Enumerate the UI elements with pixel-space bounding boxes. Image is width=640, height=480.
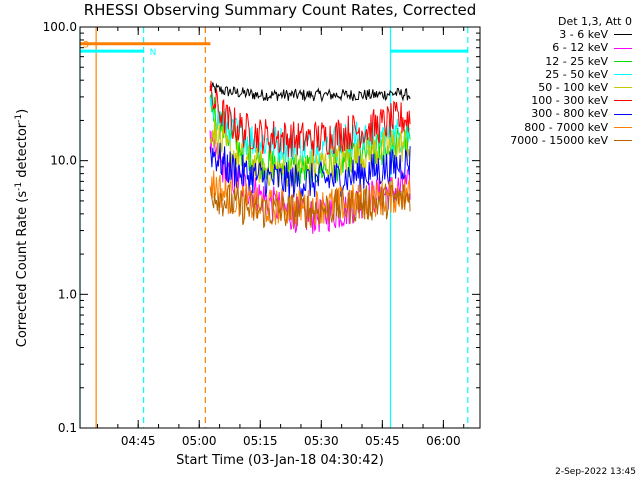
legend-label-6: 300 - 800 keV [531, 107, 608, 121]
flag-label-n: N [150, 48, 157, 58]
series-line-0 [209, 82, 411, 103]
y-axis-label-mid: detector [15, 122, 31, 182]
legend-entry-0: 3 - 6 keV [510, 28, 632, 41]
legend: Det 1,3, Att 0 3 - 6 keV 6 - 12 keV 12 - 2… [510, 15, 632, 147]
x-tick-label-1: 05:00 [182, 434, 217, 448]
legend-entry-7: 800 - 7000 keV [510, 121, 632, 134]
legend-entry-8: 7000 - 15000 keV [510, 134, 632, 147]
y-axis-label-sup2: -1 [13, 113, 24, 123]
series-line-7 [209, 170, 411, 226]
y-tick-label-2: 10.0 [50, 154, 77, 168]
y-axis-label-end: ) [15, 108, 31, 114]
x-tick-label-4: 05:45 [365, 434, 400, 448]
legend-label-3: 25 - 50 keV [545, 67, 608, 81]
legend-swatch-0 [614, 34, 632, 36]
legend-swatch-7 [614, 126, 632, 128]
legend-entry-2: 12 - 25 keV [510, 55, 632, 68]
series-line-6 [209, 142, 411, 200]
legend-label-0: 3 - 6 keV [559, 28, 608, 42]
legend-swatch-4 [614, 87, 632, 89]
y-axis-label: Corrected Count Rate (s-1 detector-1) [14, 109, 30, 347]
legend-entries: 3 - 6 keV 6 - 12 keV 12 - 25 keV 25 - 50 ke… [510, 28, 632, 147]
legend-swatch-5 [614, 100, 632, 102]
y-axis-label-main: Corrected Count Rate (s [15, 190, 31, 348]
plot-area: S N 0.1 1.0 10.0 100.0 04:45 05:00 05:15 05:30 05:… [43, 20, 481, 448]
y-tick-label-1: 1.0 [58, 287, 77, 301]
x-tick-label-5: 06:00 [426, 434, 461, 448]
legend-swatch-8 [614, 139, 632, 141]
legend-swatch-3 [614, 73, 632, 75]
legend-entry-4: 50 - 100 keV [510, 81, 632, 94]
legend-label-8: 7000 - 15000 keV [510, 133, 608, 147]
y-tick-label-0: 0.1 [58, 421, 77, 435]
legend-swatch-6 [614, 113, 632, 115]
legend-label-7: 800 - 7000 keV [524, 120, 608, 134]
legend-label-2: 12 - 25 keV [545, 54, 608, 68]
legend-swatch-2 [614, 60, 632, 62]
footer-date: 2-Sep-2022 13:45 [555, 467, 636, 477]
series-line-8 [209, 183, 411, 230]
legend-swatch-1 [614, 47, 632, 49]
legend-entry-5: 100 - 300 keV [510, 94, 632, 107]
x-tick-label-0: 04:45 [121, 434, 156, 448]
plot-frame [79, 26, 481, 429]
legend-entry-6: 300 - 800 keV [510, 107, 632, 120]
legend-label-1: 6 - 12 keV [552, 41, 608, 55]
legend-entry-1: 6 - 12 keV [510, 41, 632, 54]
x-axis-label: Start Time (03-Jan-18 04:30:42) [176, 453, 384, 468]
legend-header: Det 1,3, Att 0 [558, 15, 632, 28]
legend-label-5: 100 - 300 keV [531, 94, 608, 108]
y-tick-label-3: 100.0 [43, 20, 77, 34]
series-line-5 [209, 80, 411, 158]
x-tick-label-3: 05:30 [304, 434, 339, 448]
y-axis-label-sup1: -1 [13, 181, 24, 191]
legend-entry-3: 25 - 50 keV [510, 68, 632, 81]
legend-label-4: 50 - 100 keV [538, 81, 608, 95]
x-tick-label-2: 05:15 [243, 434, 278, 448]
flag-label-s: S [83, 41, 89, 51]
chart-title: RHESSI Observing Summary Count Rates, Co… [83, 1, 477, 19]
